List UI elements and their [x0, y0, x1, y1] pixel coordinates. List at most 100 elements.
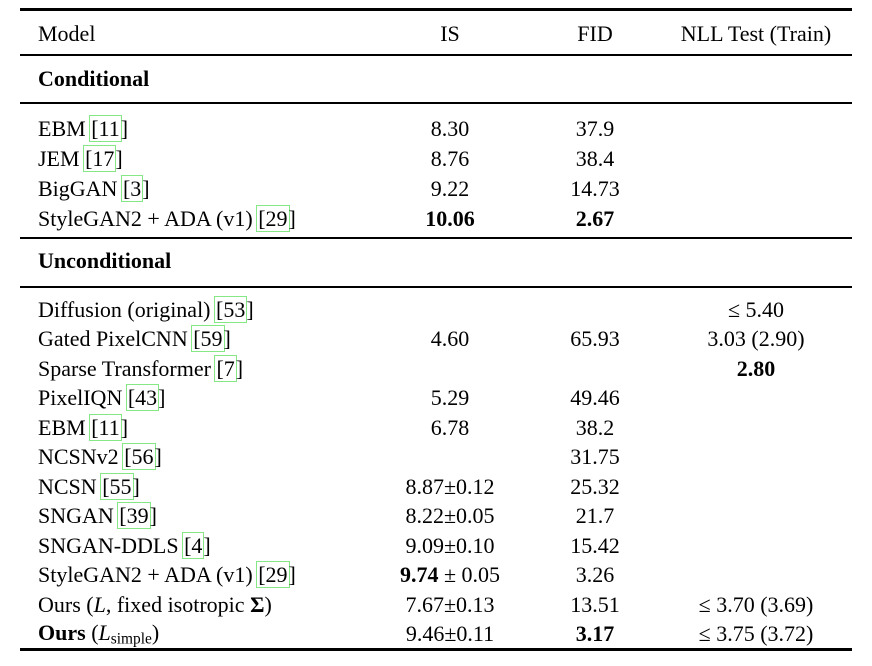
table-row: PixelIQN [43] 5.29 49.46	[20, 384, 852, 414]
table-header-row: Model IS FID NLL Test (Train)	[20, 19, 852, 49]
model-cell: Ours (L, fixed isotropic Σ)	[38, 591, 272, 617]
is-cell: 9.22	[430, 176, 470, 201]
is-cell: 8.30	[430, 116, 470, 141]
table-row: NCSN [55] 8.87±0.12 25.32	[20, 472, 852, 502]
citation-link[interactable]: [17]	[83, 145, 123, 172]
is-cell: 8.76	[430, 146, 470, 171]
model-cell: Diffusion (original) [53]	[38, 295, 254, 323]
table-row: EBM [11] 8.30 37.9	[20, 114, 852, 144]
is-cell: 9.46±0.11	[405, 621, 495, 647]
is-cell: 5.29	[430, 385, 470, 411]
fid-cell: 15.42	[570, 532, 620, 558]
model-cell: Ours (Lsimple)	[38, 620, 160, 648]
citation-box: [39	[117, 502, 151, 530]
citation-box: [53	[214, 295, 248, 323]
model-cell: JEM [17]	[38, 145, 123, 172]
nll-cell: 3.03 (2.90)	[707, 326, 805, 352]
citation-box: [17	[83, 145, 117, 172]
table-rule	[20, 54, 852, 56]
citation-box: [56	[122, 443, 156, 471]
citation-box: [7	[214, 354, 237, 382]
citation-box: [59	[191, 325, 225, 353]
citation-link[interactable]: [53]	[214, 295, 254, 323]
citation-link[interactable]: [39]	[117, 502, 157, 530]
model-cell: Gated PixelCNN [59]	[38, 325, 231, 353]
section-header-conditional: Conditional	[20, 64, 852, 94]
nll-cell: ≤ 3.70 (3.69)	[698, 591, 814, 617]
table-row: Sparse Transformer [7] 2.80	[20, 354, 852, 384]
table-rule	[20, 237, 852, 239]
nll-cell: 2.80	[736, 355, 776, 381]
table-row: JEM [17] 8.76 38.4	[20, 144, 852, 174]
table-row: EBM [11] 6.78 38.2	[20, 413, 852, 443]
is-cell: 9.74 ± 0.05	[399, 562, 501, 588]
model-cell: StyleGAN2 + ADA (v1) [29]	[38, 205, 296, 232]
citation-box: [11	[89, 115, 122, 142]
fid-cell: 25.32	[570, 473, 620, 499]
citation-link[interactable]: [29]	[256, 205, 296, 232]
fid-cell: 2.67	[575, 206, 615, 231]
citation-link[interactable]: [11]	[89, 115, 129, 142]
table-row: StyleGAN2 + ADA (v1) [29] 10.06 2.67	[20, 204, 852, 234]
fid-cell: 21.7	[575, 503, 615, 529]
citation-link[interactable]: [55]	[100, 472, 140, 500]
table-row: Diffusion (original) [53] ≤ 5.40	[20, 295, 852, 325]
citation-link[interactable]: [4]	[182, 531, 211, 559]
table-rule	[20, 286, 852, 288]
is-cell: 7.67±0.13	[405, 591, 495, 617]
citation-box: [43	[125, 384, 160, 412]
table-rule-top	[20, 8, 852, 11]
model-cell: PixelIQN [43]	[38, 384, 166, 412]
fid-cell: 38.4	[575, 146, 615, 171]
section-header-unconditional: Unconditional	[20, 246, 852, 276]
model-cell: BigGAN [3]	[38, 175, 150, 202]
citation-link[interactable]: [43]	[125, 384, 166, 412]
citation-link[interactable]: [29]	[256, 561, 296, 589]
table-row: SNGAN [39] 8.22±0.05 21.7	[20, 502, 852, 532]
fid-cell: 65.93	[570, 326, 620, 352]
column-header-model: Model	[38, 21, 96, 46]
conditional-rows: EBM [11] 8.30 37.9 JEM [17] 8.76 38.4 BigGAN […	[20, 114, 852, 234]
table-row: Gated PixelCNN [59] 4.60 65.93 3.03 (2.90)	[20, 325, 852, 355]
table-row: Ours (L, fixed isotropic Σ) 7.67±0.13 13.5…	[20, 590, 852, 620]
column-header-nll: NLL Test (Train)	[680, 21, 832, 46]
is-cell: 6.78	[430, 414, 470, 440]
fid-cell: 14.73	[570, 176, 620, 201]
table-row: StyleGAN2 + ADA (v1) [29] 9.74 ± 0.05 3.26	[20, 561, 852, 591]
model-cell: EBM [11]	[38, 115, 129, 142]
section-title: Unconditional	[38, 248, 172, 273]
citation-link[interactable]: [11]	[89, 413, 129, 441]
citation-box: [29	[256, 205, 290, 232]
model-cell: SNGAN [39]	[38, 502, 157, 530]
is-cell: 9.09±0.10	[405, 532, 495, 558]
table-row: BigGAN [3] 9.22 14.73	[20, 174, 852, 204]
model-cell: EBM [11]	[38, 413, 129, 441]
citation-box: [3	[120, 175, 144, 202]
table-rule	[20, 102, 852, 104]
unconditional-rows: Diffusion (original) [53] ≤ 5.40 Gated Pix…	[20, 295, 852, 649]
citation-box: [11	[89, 413, 122, 441]
citation-link[interactable]: [3]	[120, 175, 150, 202]
fid-cell: 31.75	[570, 444, 620, 470]
column-header-fid: FID	[577, 21, 613, 46]
table-row: Ours (Lsimple) 9.46±0.11 3.17 ≤ 3.75 (3.72)	[20, 620, 852, 650]
table-rule-bottom	[20, 648, 852, 651]
nll-cell: ≤ 3.75 (3.72)	[698, 621, 814, 647]
citation-link[interactable]: [7]	[214, 354, 244, 382]
citation-link[interactable]: [59]	[191, 325, 231, 353]
model-cell: StyleGAN2 + ADA (v1) [29]	[38, 561, 296, 589]
fid-cell: 38.2	[575, 414, 615, 440]
section-title: Conditional	[38, 66, 150, 91]
citation-box: [55	[100, 472, 134, 500]
is-cell: 8.87±0.12	[405, 473, 495, 499]
citation-link[interactable]: [56]	[122, 443, 162, 471]
fid-cell: 3.26	[575, 562, 615, 588]
fid-cell: 37.9	[575, 116, 615, 141]
table-row: SNGAN-DDLS [4] 9.09±0.10 15.42	[20, 531, 852, 561]
nll-cell: ≤ 5.40	[727, 296, 785, 322]
fid-cell: 13.51	[570, 591, 620, 617]
citation-box: [29	[256, 561, 290, 589]
fid-cell: 3.17	[575, 621, 615, 647]
citation-box: [4	[182, 531, 205, 559]
